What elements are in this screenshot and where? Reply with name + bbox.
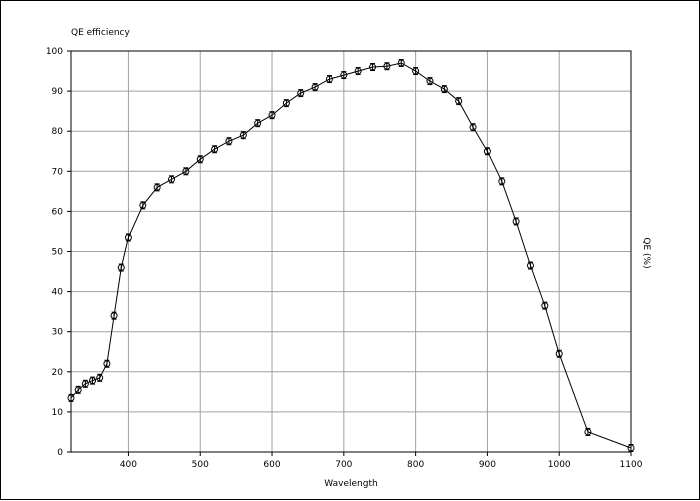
y-tick-label: 60 [52, 207, 64, 217]
data-point [483, 147, 491, 155]
data-point [340, 71, 348, 79]
data-point [168, 175, 176, 183]
data-point [512, 217, 520, 225]
data-point [89, 377, 97, 385]
data-point [211, 145, 219, 153]
data-point [627, 444, 635, 452]
y-tick-label: 50 [52, 248, 64, 258]
y-tick-label: 80 [52, 127, 64, 137]
axes [67, 50, 632, 456]
data-point [182, 167, 190, 175]
y-tick-label: 40 [52, 288, 64, 298]
data-point [153, 183, 161, 191]
chart-title: QE efficiency [71, 28, 131, 38]
data-point [196, 155, 204, 163]
plot-border [70, 50, 632, 453]
y-tick-labels: 0 10 20 30 40 50 60 70 80 90 100 [46, 47, 63, 458]
x-tick-label: 1000 [548, 460, 571, 470]
x-tick-label: 800 [407, 460, 424, 470]
x-tick-label: 400 [120, 460, 137, 470]
data-point [383, 62, 391, 70]
series-line [70, 62, 632, 449]
x-tick-label: 1100 [620, 460, 643, 470]
data-point [81, 380, 89, 388]
x-axis-label: Wavelength [324, 479, 377, 489]
data-point [369, 63, 377, 71]
y-tick-label: 90 [52, 87, 64, 97]
y-axis-label: QE (%) [641, 237, 651, 268]
data-point [110, 312, 118, 320]
data-point [282, 99, 290, 107]
data-point [541, 302, 549, 310]
x-tick-labels: 400 500 600 700 800 900 1000 1100 [120, 460, 643, 470]
data-point [440, 85, 448, 93]
data-point [239, 131, 247, 139]
data-point [397, 59, 405, 67]
data-point [555, 350, 563, 358]
y-tick-label: 10 [52, 408, 64, 418]
data-point [124, 233, 132, 241]
data-point [469, 123, 477, 131]
y-tick-label: 30 [52, 328, 64, 338]
data-point [498, 177, 506, 185]
data-point [139, 201, 147, 209]
x-tick-label: 600 [263, 460, 280, 470]
data-point [455, 97, 463, 105]
x-tick-label: 700 [335, 460, 352, 470]
y-tick-label: 0 [57, 448, 63, 458]
data-point [103, 360, 111, 368]
y-tick-label: 100 [46, 47, 63, 57]
x-tick-label: 900 [479, 460, 496, 470]
data-point [354, 67, 362, 75]
data-point [117, 264, 125, 272]
grid [71, 50, 631, 452]
data-point [526, 262, 534, 270]
data-point [412, 67, 420, 75]
data-point [297, 89, 305, 97]
data-point [67, 394, 75, 402]
y-tick-label: 20 [52, 368, 64, 378]
y-tick-label: 70 [52, 167, 64, 177]
data-point [74, 386, 82, 394]
data-point [96, 374, 104, 382]
series-layer [67, 59, 635, 452]
data-point [311, 83, 319, 91]
x-tick-label: 500 [192, 460, 209, 470]
data-point [584, 428, 592, 436]
data-point [268, 111, 276, 119]
data-point [325, 75, 333, 83]
data-point [225, 137, 233, 145]
data-point [426, 77, 434, 85]
data-point [254, 119, 262, 127]
